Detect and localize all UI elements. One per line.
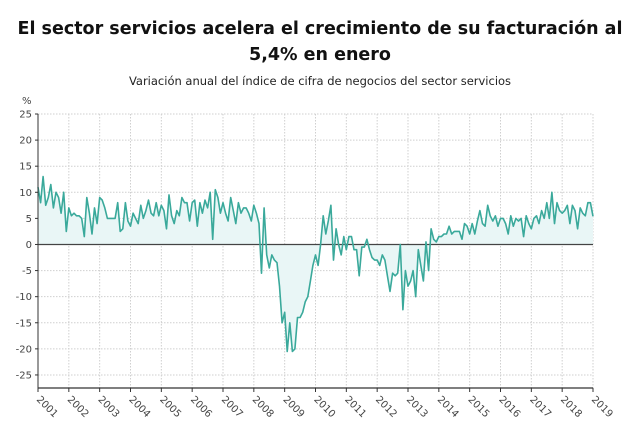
x-tick-label: 2013 bbox=[404, 394, 430, 420]
y-axis-unit-label: % bbox=[22, 96, 32, 107]
x-tick-label: 2011 bbox=[342, 394, 368, 420]
x-tick-label: 2004 bbox=[126, 394, 152, 420]
series-line bbox=[37, 175, 594, 353]
x-tick-label: 2001 bbox=[34, 394, 60, 420]
y-tick-label: -20 bbox=[16, 344, 32, 355]
y-tick-label: 5 bbox=[26, 214, 32, 225]
y-tick-label: 15 bbox=[19, 162, 32, 173]
x-tick-label: 2008 bbox=[250, 394, 276, 420]
x-tick-label: 2016 bbox=[496, 394, 522, 420]
x-tick-label: 2006 bbox=[188, 394, 214, 420]
chart-title: El sector servicios acelera el crecimien… bbox=[17, 19, 623, 65]
x-tick-label: 2007 bbox=[219, 394, 245, 420]
x-tick-label: 2015 bbox=[466, 394, 492, 420]
chart-subtitle: Variación anual del índice de cifra de n… bbox=[128, 74, 512, 88]
x-tick-label: 2019 bbox=[589, 394, 615, 420]
y-tick-label: -15 bbox=[16, 318, 32, 329]
x-tick-label: 2012 bbox=[373, 394, 399, 420]
y-tick-label: 25 bbox=[19, 110, 32, 121]
x-tick-label: 2003 bbox=[96, 394, 122, 420]
y-tick-label: -5 bbox=[22, 266, 32, 277]
y-tick-label: 20 bbox=[19, 136, 32, 147]
x-tick-label: 2018 bbox=[558, 394, 584, 420]
x-tick-label: 2009 bbox=[281, 394, 307, 420]
series-area bbox=[38, 176, 593, 352]
y-tick-label: -25 bbox=[16, 370, 32, 381]
x-tick-label: 2005 bbox=[157, 394, 183, 420]
x-tick-label: 2014 bbox=[435, 394, 461, 420]
y-tick-label: 10 bbox=[19, 188, 32, 199]
x-tick-label: 2002 bbox=[65, 394, 91, 420]
x-tick-label: 2017 bbox=[527, 394, 553, 420]
y-tick-label: 0 bbox=[26, 240, 32, 251]
y-tick-label: -10 bbox=[16, 292, 32, 303]
x-tick-label: 2010 bbox=[311, 394, 337, 420]
